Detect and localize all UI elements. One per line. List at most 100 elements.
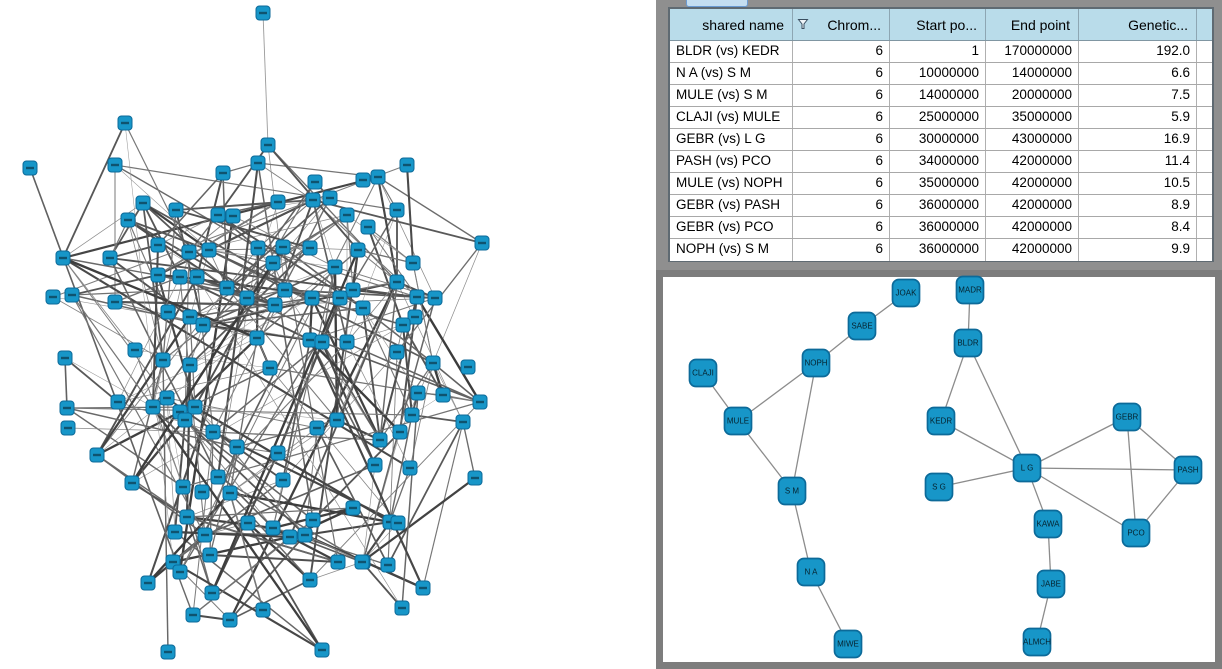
network-edge [309, 339, 376, 466]
node-L-G[interactable] [1012, 453, 1042, 483]
table-cell: 1 [890, 41, 986, 62]
table-cell: 192.0 [1079, 41, 1197, 62]
network-edge[interactable] [967, 342, 1028, 469]
table-row[interactable]: MULE (vs) NOPH 6 35000000 42000000 10.5 [670, 173, 1212, 195]
node-KAWA[interactable] [1033, 509, 1063, 539]
node-S-M[interactable] [777, 476, 807, 506]
node-PASH[interactable] [1173, 455, 1203, 485]
node-label: PCO [1127, 529, 1144, 538]
node-label [408, 413, 416, 417]
network-edge[interactable] [791, 362, 817, 492]
node-N-A[interactable] [796, 557, 826, 587]
column-header-spacer [1197, 9, 1212, 40]
network-edge [256, 197, 331, 339]
table-row[interactable]: NOPH (vs) S M 6 36000000 42000000 9.9 [670, 239, 1212, 261]
node-S-G[interactable] [924, 472, 954, 502]
network-edge [189, 297, 313, 318]
node-CLAJI[interactable] [688, 358, 718, 388]
node-label: N A [805, 568, 819, 577]
network-edge [282, 246, 364, 309]
network-edge [172, 561, 323, 651]
node-label [49, 295, 57, 299]
column-header-start-position[interactable]: Start po... [890, 9, 986, 40]
column-header-chromosome[interactable]: Chrom... [793, 9, 890, 40]
network-edge [62, 257, 168, 399]
table-row[interactable]: BLDR (vs) KEDR 6 1 170000000 192.0 [670, 41, 1212, 63]
node-GEBR[interactable] [1112, 402, 1142, 432]
network-edge [196, 276, 276, 306]
table-row[interactable]: GEBR (vs) PASH 6 36000000 42000000 8.9 [670, 195, 1212, 217]
table-cell: 14000000 [986, 63, 1079, 84]
node-JOAK[interactable] [891, 278, 921, 308]
dense-network-canvas[interactable] [0, 0, 656, 669]
table-row[interactable]: GEBR (vs) PCO 6 36000000 42000000 8.4 [670, 217, 1212, 239]
network-edge[interactable] [1026, 416, 1128, 469]
node-label [183, 515, 191, 519]
node-label [384, 563, 392, 567]
network-edge[interactable] [940, 420, 1028, 469]
network-edge [96, 454, 188, 518]
node-KEDR[interactable] [926, 406, 956, 436]
network-edge [310, 297, 382, 441]
network-edge [66, 407, 413, 416]
scrollbar-thumb-fragment[interactable] [686, 0, 748, 7]
network-edge [247, 522, 323, 651]
table-cell [1197, 195, 1212, 216]
node-MULE[interactable] [723, 406, 753, 436]
node-NOPH[interactable] [801, 348, 831, 378]
network-edge[interactable] [938, 467, 1028, 488]
network-edge[interactable] [1026, 467, 1189, 471]
table-row[interactable]: PASH (vs) PCO 6 34000000 42000000 11.4 [670, 151, 1212, 173]
node-PCO[interactable] [1121, 518, 1151, 548]
column-header-genetic[interactable]: Genetic... [1079, 9, 1197, 40]
node-label [471, 476, 479, 480]
node-label [106, 256, 114, 260]
table-row[interactable]: CLAJI (vs) MULE 6 25000000 35000000 5.9 [670, 107, 1212, 129]
node-SABE[interactable] [847, 311, 877, 341]
network-edge [62, 257, 136, 351]
network-edge [321, 341, 481, 403]
node-label [214, 213, 222, 217]
node-label [374, 175, 382, 179]
column-header-shared-name[interactable]: shared name [670, 9, 793, 40]
table-cell: 16.9 [1079, 129, 1197, 150]
node-label [244, 521, 252, 525]
node-label: JABE [1041, 580, 1061, 589]
network-edge [147, 297, 248, 584]
network-edge [267, 144, 398, 283]
node-label [476, 400, 484, 404]
network-edge [377, 176, 436, 299]
node-MIWE[interactable] [833, 629, 863, 659]
network-edge [64, 357, 119, 403]
node-label [163, 396, 171, 400]
table-cell: 35000000 [890, 173, 986, 194]
node-label [254, 246, 262, 250]
node-label [164, 310, 172, 314]
node-MADR[interactable] [955, 275, 985, 305]
node-ALMCH[interactable] [1022, 627, 1052, 657]
table-row[interactable]: MULE (vs) S M 6 14000000 20000000 7.5 [670, 85, 1212, 107]
network-edge [52, 296, 164, 361]
node-label [318, 340, 326, 344]
network-edge[interactable] [1126, 416, 1137, 534]
network-edge[interactable] [1026, 467, 1137, 534]
network-edge [209, 446, 238, 556]
node-JABE[interactable] [1036, 569, 1066, 599]
node-label [226, 618, 234, 622]
network-edge [188, 215, 234, 253]
node-label [171, 530, 179, 534]
node-label [371, 463, 379, 467]
mini-network-canvas[interactable]: JOAK MADR SABE NOPH BLDR CLAJI MULE KEDR GEBR S M… [656, 270, 1222, 669]
table-row[interactable]: GEBR (vs) L G 6 30000000 43000000 16.9 [670, 129, 1212, 151]
column-header-end-point[interactable]: End point [986, 9, 1079, 40]
table-row[interactable]: N A (vs) S M 6 10000000 14000000 6.6 [670, 63, 1212, 85]
node-label [393, 350, 401, 354]
network-edge [362, 307, 381, 441]
table-cell: 6 [793, 151, 890, 172]
network-edge [362, 464, 376, 563]
node-BLDR[interactable] [953, 328, 983, 358]
table-cell: 6 [793, 63, 890, 84]
node-label: KEDR [930, 417, 952, 426]
table-cell: 42000000 [986, 217, 1079, 238]
network-edge [66, 407, 238, 448]
